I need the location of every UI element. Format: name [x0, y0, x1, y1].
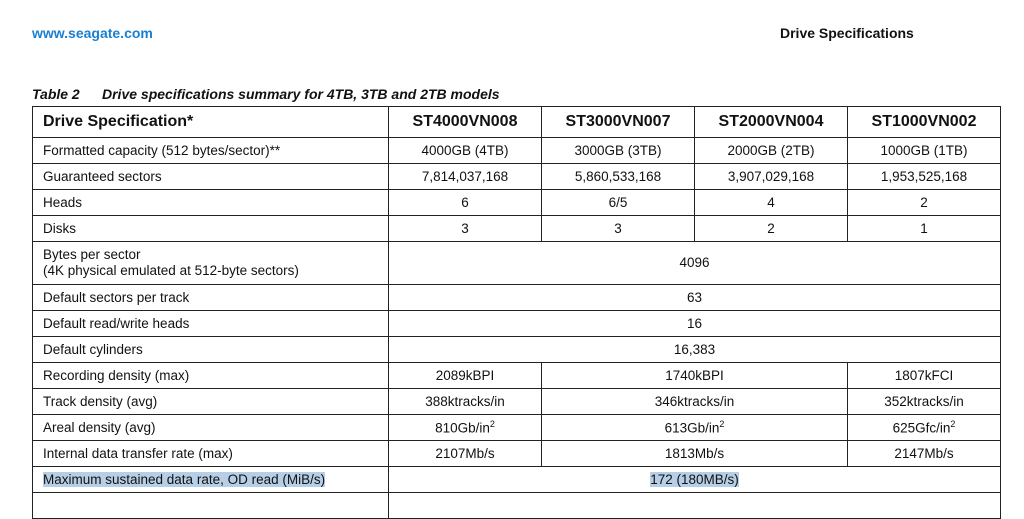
table-row: Areal density (avg) 810Gb/in2 613Gb/in2 … — [32, 414, 1001, 441]
cell: 388ktracks/in — [388, 388, 542, 415]
table-number: Table 2 — [32, 86, 80, 102]
cell: 613Gb/in2 — [541, 414, 848, 441]
table-row: Bytes per sector (4K physical emulated at… — [32, 241, 1001, 285]
cell: 2089kBPI — [388, 362, 542, 389]
column-header: ST2000VN004 — [694, 106, 848, 138]
selected-text: 172 (180MB/s) — [650, 472, 739, 487]
spec-table: Drive Specification* ST4000VN008 ST3000V… — [32, 106, 1001, 519]
table-caption: Table 2 Drive specifications summary for … — [32, 86, 500, 102]
row-label: Heads — [32, 189, 389, 216]
cell: 4096 — [388, 241, 1001, 285]
row-label[interactable]: Maximum sustained data rate, OD read (Mi… — [32, 466, 389, 493]
row-label: Default sectors per track — [32, 284, 389, 311]
row-label: Recording density (max) — [32, 362, 389, 389]
cell: 2107Mb/s — [388, 440, 542, 467]
cell — [388, 492, 1001, 519]
cell: 1 — [847, 215, 1001, 242]
site-link[interactable]: www.seagate.com — [32, 25, 153, 41]
cell: 7,814,037,168 — [388, 163, 542, 190]
cell-value: 810Gb/in — [435, 420, 490, 436]
cell-value: 625Gfc/in — [892, 420, 951, 436]
cell: 16,383 — [388, 336, 1001, 363]
cell: 6 — [388, 189, 542, 216]
cell: 2000GB (2TB) — [694, 137, 848, 164]
cell: 3,907,029,168 — [694, 163, 848, 190]
column-header: ST4000VN008 — [388, 106, 542, 138]
row-label-line: (4K physical emulated at 512-byte sector… — [43, 263, 299, 278]
column-header: ST3000VN007 — [541, 106, 695, 138]
row-label: Disks — [32, 215, 389, 242]
table-row: Track density (avg) 388ktracks/in 346ktr… — [32, 388, 1001, 415]
cell: 3 — [388, 215, 542, 242]
row-label: Internal data transfer rate (max) — [32, 440, 389, 467]
cell: 346ktracks/in — [541, 388, 848, 415]
cell: 810Gb/in2 — [388, 414, 542, 441]
table-row: Formatted capacity (512 bytes/sector)** … — [32, 137, 1001, 164]
table-row: Guaranteed sectors 7,814,037,168 5,860,5… — [32, 163, 1001, 190]
row-label-line: Bytes per sector — [43, 247, 141, 262]
cell: 4 — [694, 189, 848, 216]
cell: 1740kBPI — [541, 362, 848, 389]
table-caption-text: Drive specifications summary for 4TB, 3T… — [102, 86, 500, 102]
row-label: Guaranteed sectors — [32, 163, 389, 190]
column-header: ST1000VN002 — [847, 106, 1001, 138]
cell: 3 — [541, 215, 695, 242]
selected-text: Maximum sustained data rate, OD read (Mi… — [43, 472, 326, 487]
table-header-row: Drive Specification* ST4000VN008 ST3000V… — [32, 106, 1001, 138]
table-row-selected: Maximum sustained data rate, OD read (Mi… — [32, 466, 1001, 493]
cell: 1807kFCI — [847, 362, 1001, 389]
cell: 16 — [388, 310, 1001, 337]
cell: 1,953,525,168 — [847, 163, 1001, 190]
cell: 1000GB (1TB) — [847, 137, 1001, 164]
row-label: Default cylinders — [32, 336, 389, 363]
cell: 2147Mb/s — [847, 440, 1001, 467]
column-header: Drive Specification* — [32, 106, 389, 138]
cell: 3000GB (3TB) — [541, 137, 695, 164]
cell-value: 613Gb/in — [664, 420, 720, 436]
table-row: Heads 6 6/5 4 2 — [32, 189, 1001, 216]
cell: 5,860,533,168 — [541, 163, 695, 190]
row-label: Default read/write heads — [32, 310, 389, 337]
table-row: Disks 3 3 2 1 — [32, 215, 1001, 242]
cell: 2 — [694, 215, 848, 242]
table-row: Default cylinders 16,383 — [32, 336, 1001, 363]
table-row: Default sectors per track 63 — [32, 284, 1001, 311]
document-title: Drive Specifications — [780, 25, 914, 41]
table-row: Recording density (max) 2089kBPI 1740kBP… — [32, 362, 1001, 389]
row-label — [32, 492, 389, 519]
superscript: 2 — [719, 419, 725, 430]
table-row: Internal data transfer rate (max) 2107Mb… — [32, 440, 1001, 467]
row-label: Areal density (avg) — [32, 414, 389, 441]
row-label: Bytes per sector (4K physical emulated at… — [32, 241, 389, 285]
cell[interactable]: 172 (180MB/s) — [388, 466, 1001, 493]
table-row — [32, 492, 1001, 519]
row-label: Track density (avg) — [32, 388, 389, 415]
cell: 63 — [388, 284, 1001, 311]
cell: 352ktracks/in — [847, 388, 1001, 415]
superscript: 2 — [489, 419, 495, 430]
table-row: Default read/write heads 16 — [32, 310, 1001, 337]
cell: 6/5 — [541, 189, 695, 216]
cell: 1813Mb/s — [541, 440, 848, 467]
superscript: 2 — [950, 419, 956, 430]
cell: 4000GB (4TB) — [388, 137, 542, 164]
row-label: Formatted capacity (512 bytes/sector)** — [32, 137, 389, 164]
cell: 2 — [847, 189, 1001, 216]
cell: 625Gfc/in2 — [847, 414, 1001, 441]
